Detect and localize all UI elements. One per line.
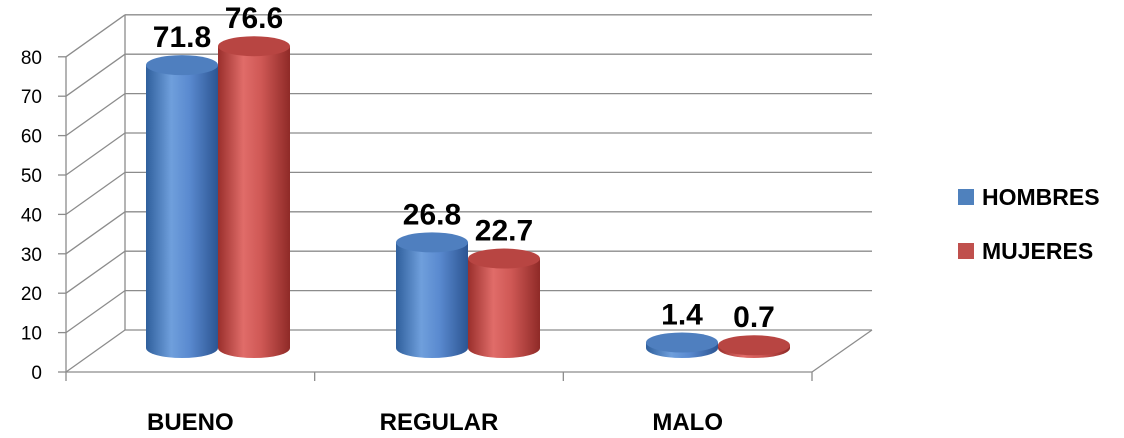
legend-item-mujeres: MUJERES — [958, 236, 1100, 266]
bar-hombres-bueno — [146, 55, 218, 358]
legend-item-hombres: HOMBRES — [958, 182, 1100, 212]
legend: HOMBRES MUJERES — [958, 182, 1100, 290]
gridline-side — [65, 14, 126, 58]
bar-top — [718, 335, 790, 356]
legend-label-mujeres: MUJERES — [982, 237, 1094, 264]
gridline-side — [65, 211, 126, 255]
gridline-side — [65, 171, 126, 215]
y-tick-label: 10 — [21, 324, 42, 345]
y-tick-label: 80 — [21, 48, 42, 69]
y-tick-label: 50 — [21, 166, 42, 187]
legend-swatch-mujeres — [958, 243, 974, 259]
bar-mujeres-bueno — [218, 36, 290, 358]
bar-hombres-malo — [646, 332, 718, 358]
legend-swatch-hombres — [958, 189, 974, 205]
data-label: 0.7 — [733, 301, 775, 334]
bar-top — [396, 232, 468, 253]
data-label: 76.6 — [225, 2, 283, 35]
bar-mujeres-malo — [718, 335, 790, 358]
category-label: BUENO — [147, 409, 234, 436]
y-tick-label: 0 — [31, 363, 42, 384]
bar-top — [646, 332, 718, 353]
data-label: 22.7 — [475, 215, 533, 248]
bar-mujeres-regular — [468, 248, 540, 358]
y-tick-label: 20 — [21, 284, 42, 305]
floor-edge — [811, 329, 873, 373]
legend-label-hombres: HOMBRES — [982, 183, 1100, 210]
y-tick-label: 30 — [21, 245, 42, 266]
gridline-side — [65, 250, 126, 294]
category-label: MALO — [652, 409, 723, 436]
bar-body — [468, 258, 540, 358]
y-tick-label: 60 — [21, 127, 42, 148]
bar-hombres-regular — [396, 232, 468, 358]
gridline-side — [65, 329, 126, 373]
data-label: 26.8 — [403, 198, 461, 231]
data-label: 1.4 — [661, 298, 703, 331]
gridline-side — [65, 53, 126, 97]
category-label: REGULAR — [380, 409, 499, 436]
bar-top — [218, 36, 290, 57]
bar-top — [146, 55, 218, 76]
bar-top — [468, 248, 540, 269]
bar-body — [396, 242, 468, 358]
bar-body — [218, 46, 290, 358]
data-labels: 71.8 26.8 1.4 76.6 22.7 0.7 — [153, 2, 775, 334]
gridline-side — [65, 290, 126, 334]
y-tick-label: 70 — [21, 87, 42, 108]
bars — [146, 36, 790, 358]
y-tick-label: 40 — [21, 205, 42, 226]
gridline-side — [65, 132, 126, 176]
data-label: 71.8 — [153, 21, 211, 54]
bar-body — [146, 65, 218, 358]
gridline-side — [65, 93, 126, 137]
